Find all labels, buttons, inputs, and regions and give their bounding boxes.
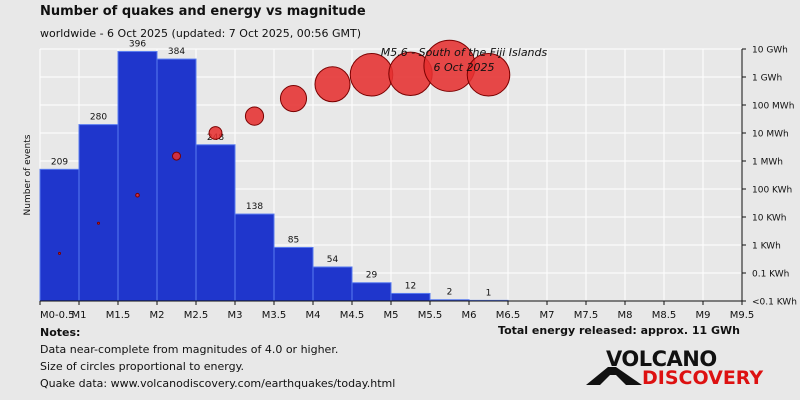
volcano-icon [586, 367, 642, 385]
notes-section: Notes: Data near-complete from magnitude… [40, 324, 395, 392]
energy-circle-1 [96, 221, 101, 225]
bar-value-label-9: 12 [405, 281, 416, 291]
energy-tick-label-6: 10 MWh [752, 130, 789, 140]
x-tick-label-14: M7.5 [574, 310, 599, 321]
x-tick-label-7: M4 [306, 310, 321, 321]
note-data-source: Quake data: www.volcanodiscovery.com/ear… [40, 377, 396, 390]
energy-circle-3 [172, 151, 181, 161]
x-tick-label-0: M0-0.5 [40, 310, 75, 321]
energy-tick-labels: <0.1 KWh 0.1 KWh 1 KWh 10 KWh 100 KWh 1 MWh 10… [752, 46, 797, 308]
bar-value-label-7: 54 [327, 255, 339, 265]
bar-7 [312, 266, 353, 302]
bar-value-label-5: 138 [246, 202, 263, 212]
bar-value-label-11: 1 [486, 288, 492, 298]
notes-header: Notes: [40, 326, 81, 339]
x-tick-label-11: M6 [462, 310, 477, 321]
axes [39, 48, 746, 305]
x-tick-label-6: M3.5 [262, 310, 287, 321]
energy-tick-label-2: 1 KWh [752, 242, 781, 252]
bar-2 [117, 51, 158, 302]
bar-value-label-0: 209 [51, 157, 68, 167]
bar-series [39, 51, 509, 302]
energy-circle-6 [279, 84, 308, 113]
x-tick-label-8: M4.5 [340, 310, 365, 321]
x-tick-label-2: M1.5 [106, 310, 131, 321]
bar-1 [78, 124, 119, 302]
x-tick-label-9: M5 [384, 310, 399, 321]
total-energy: Total energy released: approx. 11 GWh [498, 324, 740, 337]
bar-value-label-10: 2 [447, 288, 453, 298]
energy-tick-label-0: <0.1 KWh [752, 298, 797, 308]
chart-title: Number of quakes and energy vs magnitude [40, 4, 366, 19]
bar-9 [390, 292, 431, 302]
energy-tick-label-5: 1 MWh [752, 158, 783, 168]
logo-text-volcano: VOLCANO [606, 347, 717, 371]
x-tick-label-3: M2 [150, 310, 165, 321]
note-circle-size: Size of circles proportional to energy. [40, 360, 245, 373]
x-tick-label-5: M3 [228, 310, 243, 321]
energy-circle-8 [349, 53, 394, 97]
annotation-line-2: 6 Oct 2025 [433, 61, 494, 74]
energy-circle-2 [135, 192, 140, 198]
bar-0 [39, 168, 80, 302]
energy-circle-0 [58, 251, 61, 255]
x-tick-label-4: M2.5 [184, 310, 209, 321]
energy-tick-label-7: 100 MWh [752, 102, 794, 112]
bar-value-label-2: 396 [129, 40, 146, 50]
energy-tick-label-9: 10 GWh [752, 46, 788, 56]
bar-value-label-1: 280 [90, 113, 107, 123]
annotation-line-1: M5.6 - South of the Fiji Islands [381, 46, 548, 59]
y-axis-label: Number of events [23, 134, 33, 215]
x-tick-label-1: M1 [72, 310, 87, 321]
chart-subtitle: worldwide - 6 Oct 2025 (updated: 7 Oct 2… [40, 27, 362, 40]
quake-chart: 2092803963842481388554291221 M0-0.5M1M1.… [23, 39, 797, 321]
energy-tick-label-1: 0.1 KWh [752, 270, 789, 280]
bar-5 [234, 213, 275, 302]
bar-value-label-6: 85 [288, 235, 299, 245]
energy-circle-4 [208, 126, 223, 140]
energy-tick-label-8: 1 GWh [752, 74, 782, 84]
energy-circle-11 [466, 53, 511, 97]
x-tick-label-17: M9 [696, 310, 711, 321]
bar-4 [195, 144, 236, 302]
x-tick-label-12: M6.5 [496, 310, 521, 321]
bar-6 [273, 246, 314, 302]
x-tick-label-10: M5.5 [418, 310, 443, 321]
bar-8 [351, 282, 392, 302]
note-completeness: Data near-complete from magnitudes of 4.… [40, 343, 339, 356]
logo-text-discovery: DISCOVERY [642, 367, 764, 389]
energy-circle-5 [244, 106, 265, 126]
x-tick-label-18: M9.5 [730, 310, 755, 321]
x-tick-label-13: M7 [540, 310, 555, 321]
bar-value-label-8: 29 [366, 271, 378, 281]
energy-tick-label-3: 10 KWh [752, 214, 787, 224]
x-tick-label-15: M8 [618, 310, 633, 321]
energy-tick-label-4: 100 KWh [752, 186, 792, 196]
energy-circle-7 [314, 66, 351, 103]
bar-value-label-3: 384 [168, 47, 185, 57]
energy-circles [58, 39, 511, 255]
x-tick-labels: M0-0.5M1 M1.5 M2 M2.5 M3 M3.5 M4 M4.5 M5 M5.5 M6 M6… [40, 310, 754, 321]
x-tick-label-16: M8.5 [652, 310, 677, 321]
bar-3 [156, 58, 197, 302]
volcanodiscovery-logo: VOLCANO DISCOVERY [586, 347, 763, 391]
